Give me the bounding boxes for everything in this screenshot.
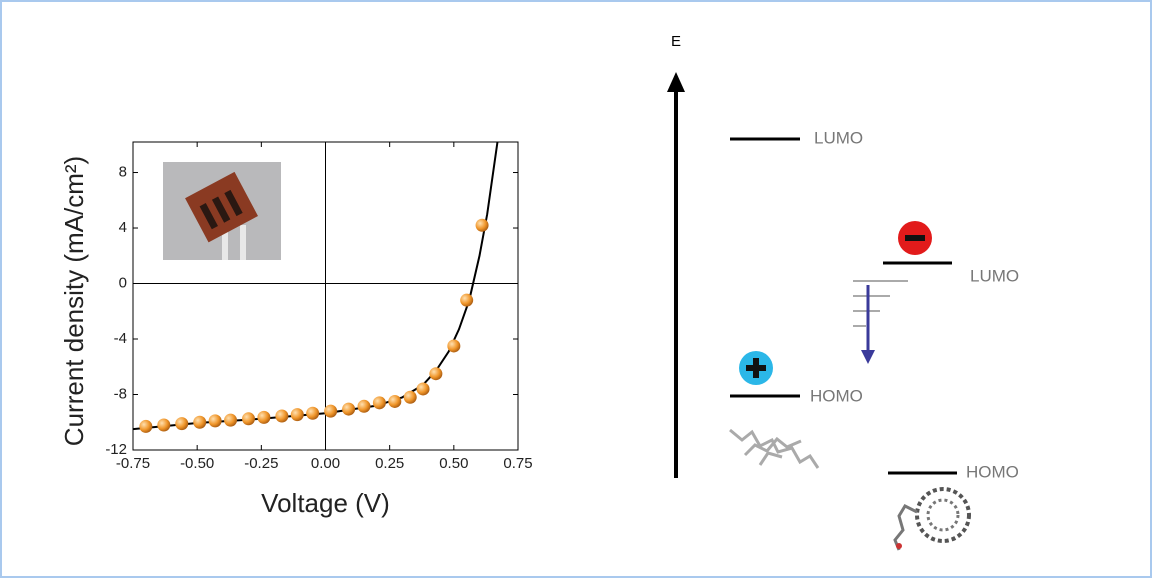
data-point: [175, 417, 189, 431]
fit-line: [133, 142, 499, 431]
data-point: [224, 413, 238, 427]
energy-label: E: [671, 33, 681, 50]
data-point: [157, 418, 171, 432]
y-tick-label: -8: [114, 385, 127, 402]
x-tick-label: 0.75: [503, 455, 532, 472]
data-point: [342, 402, 356, 416]
polymer-molecule: [729, 428, 820, 469]
y-tick-label: 8: [119, 163, 127, 180]
x-tick-label: 0.50: [439, 455, 468, 472]
oxygen: [896, 543, 902, 549]
data-point: [388, 394, 402, 408]
donor-lumo: LUMO: [814, 128, 863, 147]
x-tick-label: -0.50: [180, 455, 214, 472]
y-axis-label: Current density (mA/cm²): [59, 156, 89, 446]
data-point: [275, 409, 289, 423]
data-point: [416, 382, 430, 396]
data-point: [290, 408, 304, 422]
data-point: [324, 404, 338, 418]
data-point: [357, 399, 371, 413]
data-point: [475, 218, 489, 232]
inset-photo: [163, 162, 281, 260]
acceptor-lumo: LUMO: [970, 266, 1019, 285]
energy-diagram: E LUMO HOMO LUMO HOMO: [667, 33, 1019, 551]
data-point: [257, 410, 271, 424]
data-point: [460, 293, 474, 307]
plus-sign: [753, 358, 759, 378]
y-tick-label: 4: [119, 219, 127, 236]
side-chain: [893, 504, 918, 551]
x-tick-label: 0.00: [311, 455, 340, 472]
fullerene: [915, 487, 971, 543]
data-point: [242, 412, 255, 426]
arrow-head: [667, 72, 685, 92]
acceptor-homo: HOMO: [966, 462, 1019, 481]
data-point: [372, 396, 386, 410]
x-tick-label: -0.75: [116, 455, 150, 472]
x-tick-label: 0.25: [375, 455, 404, 472]
data-point: [193, 415, 207, 429]
donor-homo: HOMO: [810, 386, 863, 405]
data-point: [208, 414, 222, 428]
minus-sign: [905, 235, 925, 241]
arrow-head: [861, 350, 875, 364]
jv-chart: -0.75 -0.50 -0.25 0.00 0.25 0.50 0.75 -12 -8 -4 0 4…: [59, 141, 533, 518]
data-point: [447, 339, 461, 353]
y-tick-label: 0: [119, 274, 127, 291]
data-point: [403, 390, 417, 404]
x-axis-label: Voltage (V): [261, 488, 390, 518]
data-point: [429, 367, 443, 381]
data-point: [139, 419, 153, 433]
y-tick-label: -12: [105, 441, 127, 458]
x-tick-label: -0.25: [244, 455, 278, 472]
y-tick-label: -4: [114, 330, 127, 347]
fullerene: [926, 498, 960, 532]
data-point: [306, 406, 320, 420]
